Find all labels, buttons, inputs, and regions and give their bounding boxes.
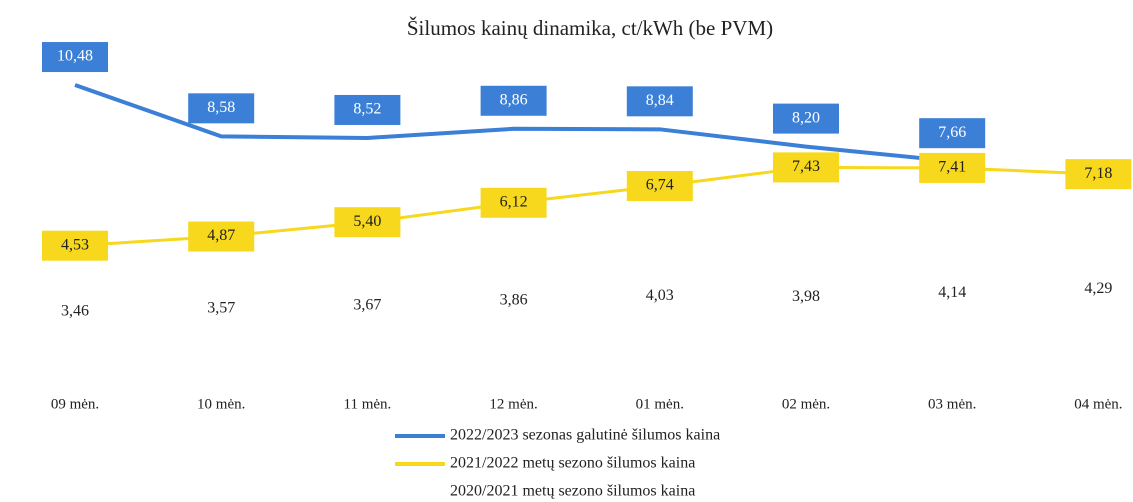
value-label-box [334, 94, 401, 125]
chart-title: Šilumos kainų dinamika, ct/kWh (be PVM) [407, 16, 773, 40]
value-label: 4,87 [207, 227, 235, 244]
value-label-box [626, 171, 693, 202]
value-label: 3,98 [792, 288, 820, 305]
x-tick-label: 09 mėn. [51, 396, 99, 412]
value-label: 3,86 [500, 291, 528, 308]
value-label-box [42, 42, 108, 73]
value-label: 4,03 [646, 287, 674, 304]
value-label-box [188, 221, 255, 252]
value-label: 7,41 [938, 159, 966, 176]
value-label: 3,67 [353, 297, 381, 314]
value-label-box [480, 187, 547, 218]
x-tick-label: 04 mėn. [1074, 396, 1122, 412]
value-label-box [42, 230, 108, 261]
value-label: 3,46 [61, 302, 89, 319]
series-line [74, 250, 1099, 277]
value-label: 7,18 [1084, 165, 1112, 182]
value-label: 5,40 [353, 213, 381, 230]
value-label: 8,20 [792, 109, 820, 126]
x-tick-label: 03 mėn. [928, 396, 976, 412]
value-label: 8,84 [646, 92, 674, 109]
legend-label: 2020/2021 metų sezono šilumos kaina [450, 483, 695, 500]
value-label-box [334, 207, 401, 238]
value-label: 6,74 [646, 177, 674, 194]
value-label: 4,53 [61, 236, 89, 253]
value-label-box [919, 118, 986, 149]
x-tick-label: 11 mėn. [344, 396, 392, 412]
x-tick-label: 02 mėn. [782, 396, 830, 412]
series-line [74, 83, 953, 164]
value-label-box [773, 152, 839, 183]
value-label: 8,86 [500, 91, 528, 108]
value-label: 8,52 [353, 101, 381, 118]
x-tick-label: 01 mėn. [636, 396, 684, 412]
value-label-box [188, 93, 255, 124]
value-label-box [480, 85, 547, 116]
legend-label: 2022/2023 sezonas galutinė šilumos kaina [450, 427, 720, 444]
legend-label: 2021/2022 metų sezono šilumos kaina [450, 455, 695, 472]
value-label: 10,48 [57, 48, 93, 65]
value-label: 7,43 [792, 158, 820, 175]
value-label-box [1065, 159, 1132, 190]
value-label: 4,14 [938, 284, 966, 301]
value-label-box [626, 86, 693, 117]
x-tick-label: 10 mėn. [197, 396, 245, 412]
value-label: 3,57 [207, 299, 235, 316]
value-label: 8,58 [207, 99, 235, 116]
value-label: 6,12 [500, 193, 528, 210]
value-label: 4,29 [1084, 280, 1112, 297]
value-label-box [773, 103, 839, 134]
value-label: 7,66 [938, 124, 966, 141]
value-label-box [919, 152, 986, 183]
x-tick-label: 12 mėn. [489, 396, 537, 412]
